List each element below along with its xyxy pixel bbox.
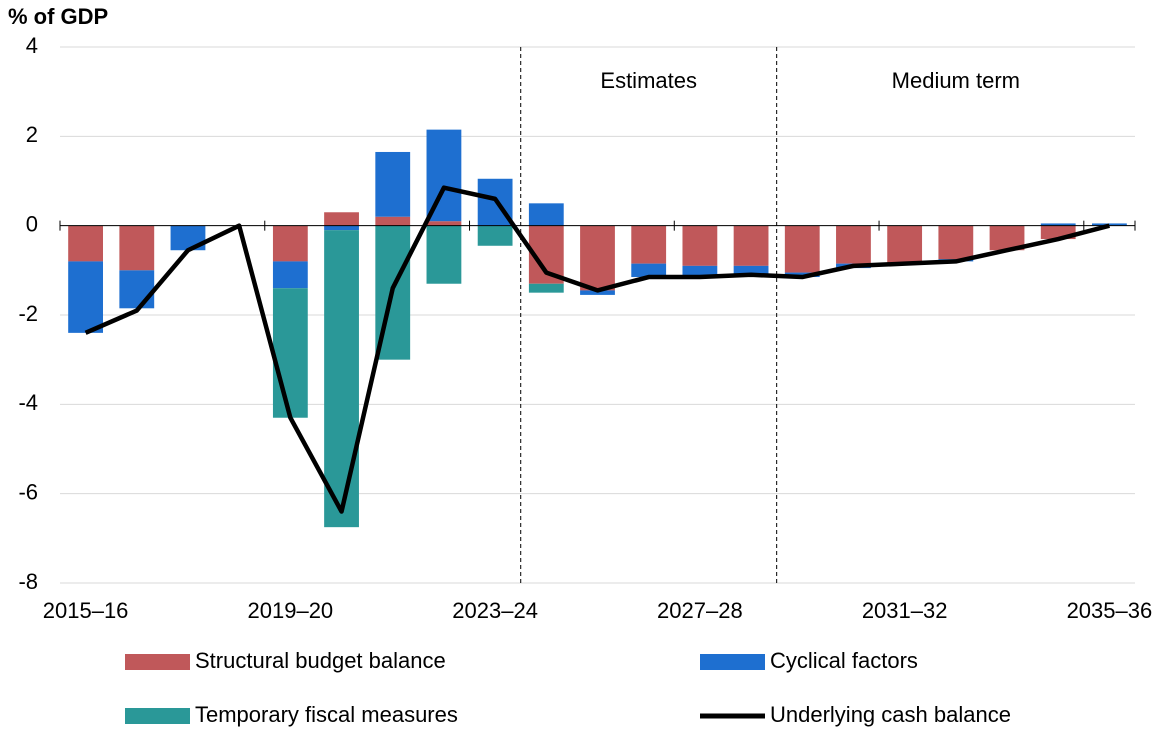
bar-segment [836, 225, 871, 264]
bar-segment [1040, 223, 1076, 226]
legend-swatch [700, 654, 765, 670]
bar-segment [68, 225, 103, 262]
bar-segment [784, 225, 820, 273]
bar-segment [733, 225, 769, 266]
y-axis-label: % of GDP [8, 4, 108, 29]
legend-label: Temporary fiscal measures [195, 702, 458, 727]
bar-segment [119, 225, 155, 271]
x-tick-label: 2023–24 [452, 598, 538, 623]
bar-segment [324, 212, 359, 226]
bar-segment [682, 265, 718, 278]
bar-segment [938, 225, 974, 260]
bar-segment [528, 283, 564, 293]
bar-segment [272, 225, 308, 262]
bar-segment [528, 203, 564, 226]
bar-segment [324, 230, 359, 528]
y-tick-label: -4 [18, 390, 38, 415]
bar-segment [426, 225, 462, 284]
bar-segment [324, 225, 359, 231]
y-tick-label: 0 [26, 211, 38, 236]
legend-swatch [125, 708, 190, 724]
annotation: Estimates [600, 68, 697, 93]
bar-segment [631, 263, 667, 278]
legend-swatch [125, 654, 190, 670]
x-tick-label: 2027–28 [657, 598, 743, 623]
bar-segment [272, 288, 308, 418]
y-tick-label: 2 [26, 122, 38, 147]
y-tick-label: -8 [18, 569, 38, 594]
bar-segment [580, 225, 615, 291]
bar-segment [477, 225, 513, 246]
y-tick-label: -2 [18, 301, 38, 326]
bar-segment [887, 225, 923, 264]
x-tick-label: 2035–36 [1067, 598, 1153, 623]
x-tick-label: 2015–16 [43, 598, 129, 623]
y-tick-label: -6 [18, 479, 38, 504]
bar-segment [375, 216, 411, 226]
line [84, 185, 1110, 514]
bar-segment [631, 225, 667, 264]
bar-segment [375, 151, 411, 217]
bar-segment [272, 261, 308, 289]
bar-segment [68, 261, 103, 333]
bar-segment [733, 265, 769, 275]
x-tick-label: 2031–32 [862, 598, 948, 623]
bar-segment [682, 225, 718, 266]
bar-segment [119, 270, 155, 309]
legend-label: Structural budget balance [195, 648, 446, 673]
annotation: Medium term [892, 68, 1020, 93]
bar-segment [1092, 223, 1127, 226]
x-tick-label: 2019–20 [248, 598, 334, 623]
y-tick-label: 4 [26, 33, 38, 58]
bar-segment [426, 221, 462, 226]
legend-label: Cyclical factors [770, 648, 918, 673]
legend-label: Underlying cash balance [770, 702, 1011, 727]
